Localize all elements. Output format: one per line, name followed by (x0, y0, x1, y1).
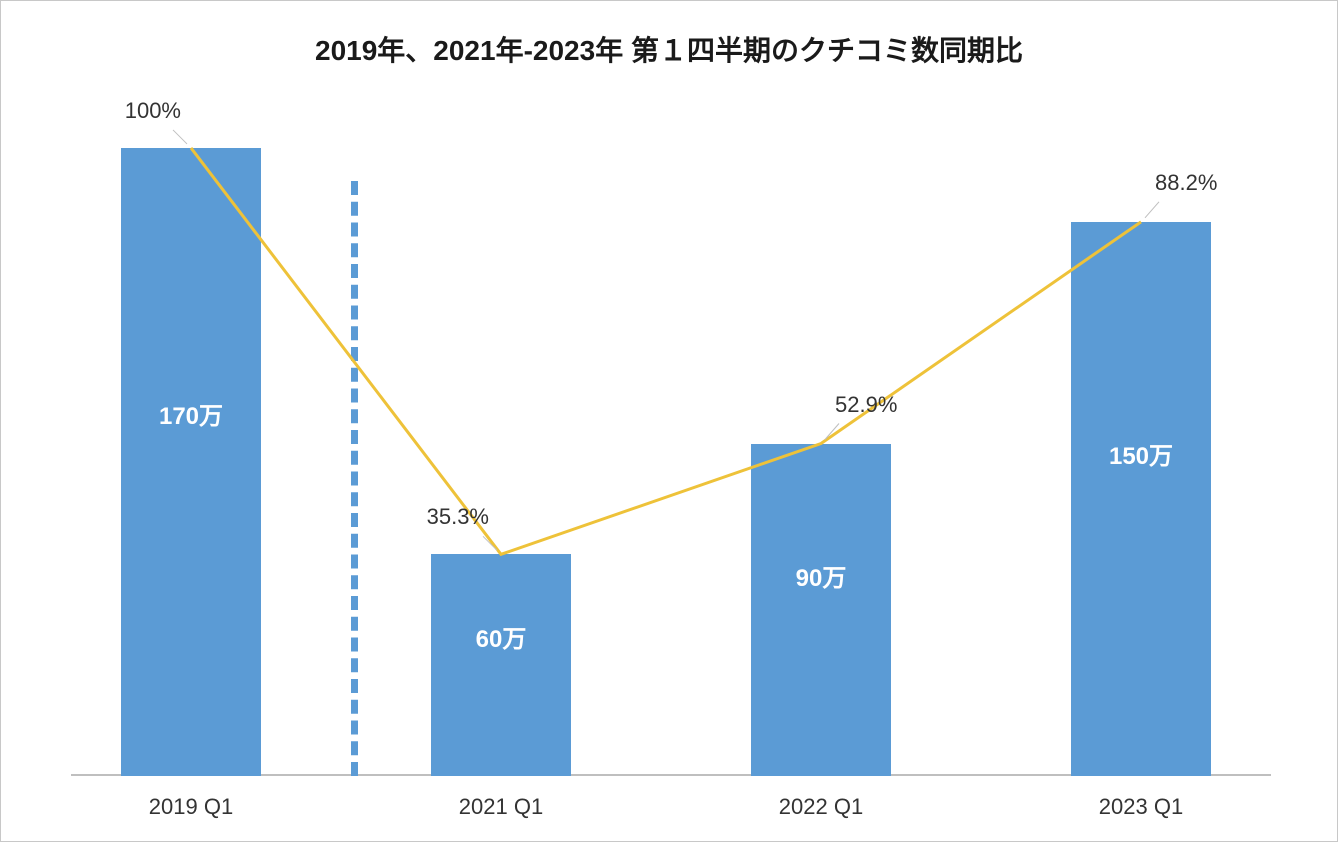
leader-line (483, 536, 497, 550)
bar: 60万 (431, 554, 571, 776)
x-axis-label: 2023 Q1 (1031, 794, 1251, 820)
bar: 90万 (751, 444, 891, 777)
bar-value-label: 90万 (751, 558, 891, 593)
leader-line (173, 130, 187, 144)
x-axis-label: 2021 Q1 (391, 794, 611, 820)
pct-label: 88.2% (1155, 170, 1217, 196)
x-axis-label: 2022 Q1 (711, 794, 931, 820)
bar-value-label: 150万 (1071, 436, 1211, 471)
chart-title: 2019年、2021年-2023年 第１四半期のクチコミ数同期比 (1, 1, 1337, 69)
leader-line (825, 424, 839, 440)
separator-dash (351, 181, 358, 776)
x-axis-label: 2019 Q1 (81, 794, 301, 820)
bar-value-label: 60万 (431, 619, 571, 654)
bar: 170万 (121, 148, 261, 776)
pct-label: 100% (125, 98, 181, 124)
bar: 150万 (1071, 222, 1211, 776)
pct-label: 35.3% (427, 504, 489, 530)
leader-line (1145, 202, 1159, 218)
plot-area: 170万2019 Q160万2021 Q190万2022 Q1150万2023 … (71, 111, 1271, 776)
chart-container: 2019年、2021年-2023年 第１四半期のクチコミ数同期比170万2019… (0, 0, 1338, 842)
pct-label: 52.9% (835, 392, 897, 418)
trend-line (191, 148, 1141, 554)
bar-value-label: 170万 (121, 396, 261, 431)
